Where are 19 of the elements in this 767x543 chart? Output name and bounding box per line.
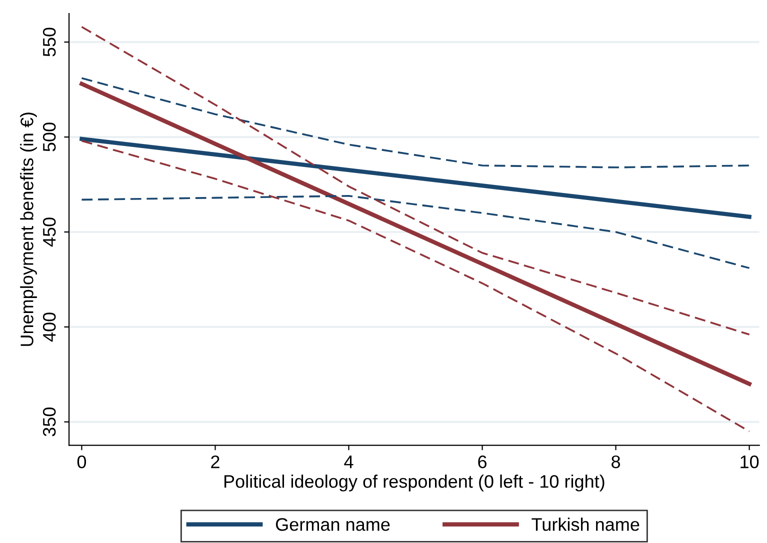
y-tick-label: 350	[42, 408, 56, 436]
legend-label: Turkish name	[532, 518, 640, 531]
line-series	[80, 140, 750, 432]
line-series	[80, 77, 750, 168]
legend-label: German name	[276, 518, 390, 531]
y-tick-label: 500	[42, 122, 56, 152]
y-axis-title: Unemployment benefits (in €)	[20, 112, 37, 346]
line-series	[80, 26, 750, 336]
x-tick-label: 0	[77, 455, 86, 468]
x-tick-label: 4	[344, 456, 354, 468]
y-tick-label: 550	[42, 28, 56, 56]
x-axis-title: Political ideology of respondent (0 left - 10 right)	[224, 474, 604, 492]
x-tick-label: 8	[612, 455, 620, 468]
x-tick-label: 6	[478, 455, 487, 468]
x-tick-label: 2	[211, 455, 220, 468]
line-series	[80, 194, 750, 269]
y-tick-label: 450	[42, 218, 56, 247]
x-tick-label: 10	[740, 455, 759, 468]
y-tick-label: 400	[42, 312, 56, 342]
